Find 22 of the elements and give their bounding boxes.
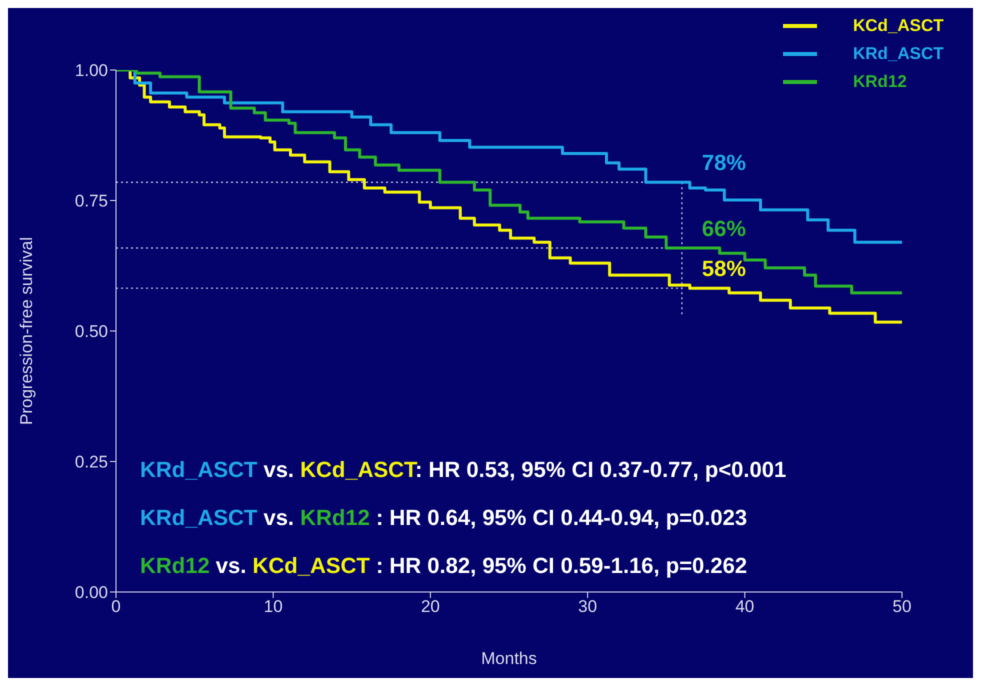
x-axis-title: Months: [481, 649, 537, 668]
y-tick-label: 0.50: [74, 322, 108, 342]
y-tick-label: 0.25: [74, 452, 108, 472]
legend-label: KCd_ASCT: [853, 16, 945, 36]
legend-label: KRd_ASCT: [853, 44, 945, 64]
y-tick-label: 0.75: [74, 192, 108, 211]
ref-line-label: 58%: [702, 256, 746, 282]
x-tick-label: 40: [735, 597, 754, 616]
x-tick-label: 20: [420, 597, 440, 616]
legend-label: KRd12: [853, 72, 908, 92]
ref-line-label: 78%: [702, 150, 746, 176]
x-tick-label: 30: [578, 597, 598, 616]
x-tick-label: 50: [892, 597, 912, 616]
annotation: KRd_ASCT vs. KCd_ASCT: HR 0.53, 95% CI 0.37-0.77, p<0.001: [140, 457, 786, 482]
y-tick-label: 0.00: [74, 583, 108, 602]
y-tick-label: 1.00: [74, 61, 108, 80]
annotation: KRd_ASCT vs. KRd12 : HR 0.64, 95% CI 0.44-0.94, p=0.023: [140, 505, 748, 530]
ref-line-label: 66%: [702, 216, 746, 241]
x-tick-label: 10: [264, 597, 283, 616]
annotation: KRd12 vs. KCd_ASCT : HR 0.82, 95% CI 0.59-1.16, p=0.262: [140, 553, 748, 578]
y-axis-title: Progression-free survival: [17, 236, 36, 426]
x-tick-label: 0: [111, 597, 121, 616]
